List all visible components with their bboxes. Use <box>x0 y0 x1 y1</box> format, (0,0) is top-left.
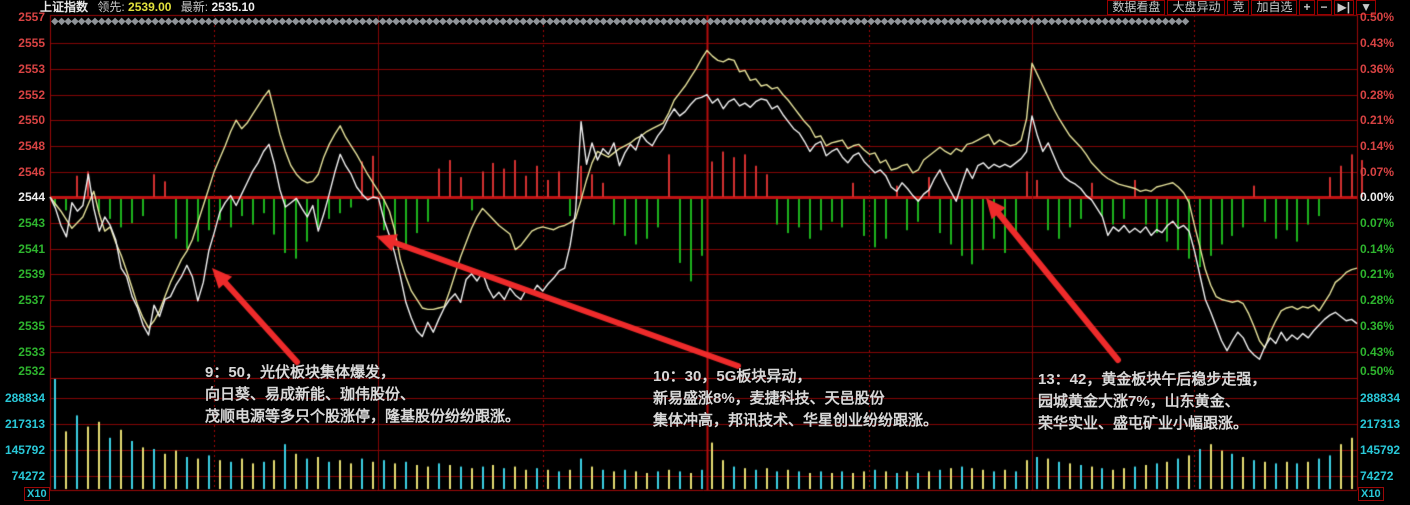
price-tick: 2533 <box>18 345 45 359</box>
percent-tick: 0.00% <box>1360 190 1395 204</box>
price-tick: 2541 <box>18 242 45 256</box>
price-tick: 2539 <box>18 267 45 281</box>
market-move-button[interactable]: 大盘异动 <box>1167 0 1226 15</box>
price-tick: 2544 <box>18 190 45 204</box>
volume-tick: 217313 <box>1360 417 1401 431</box>
volume-tick: 217313 <box>4 417 45 431</box>
price-tick: 2553 <box>18 62 45 76</box>
percent-tick: 0.21% <box>1360 267 1395 281</box>
header-bar: 上证指数 领先: 2539.00 最新: 2535.10 数据看盘 大盘异动竞加自… <box>0 0 1410 15</box>
volume-tick: 288834 <box>4 391 45 405</box>
percent-tick: 0.43% <box>1360 36 1395 50</box>
bid-button[interactable]: 竞 <box>1227 0 1250 15</box>
price-tick: 2548 <box>18 139 45 153</box>
percent-tick: 0.14% <box>1360 139 1395 153</box>
annotation-line: 10：30，5G板块异动， <box>653 368 812 385</box>
percent-tick: 0.14% <box>1360 242 1395 256</box>
percent-tick: 0.36% <box>1360 62 1395 76</box>
price-tick: 2535 <box>18 319 45 333</box>
annotation-line: 9：50，光伏板块集体爆发， <box>205 364 396 381</box>
percent-tick: 0.28% <box>1360 293 1395 307</box>
latest-value: 2535.10 <box>211 0 255 14</box>
next-button[interactable]: ▶| <box>1333 0 1355 15</box>
percent-tick: 0.50% <box>1360 10 1395 24</box>
price-tick: 2543 <box>18 216 45 230</box>
percent-tick: 0.07% <box>1360 216 1395 230</box>
price-tick: 2552 <box>18 88 45 102</box>
annotation-line: 园城黄金大涨7%，山东黄金、 <box>1038 393 1240 410</box>
volume-tick: 74272 <box>11 469 45 483</box>
price-tick: 2555 <box>18 36 45 50</box>
toolbar: 数据看盘 大盘异动竞加自选 + − ▶| ▼ <box>1107 0 1376 15</box>
volume-multiplier-right: X10 <box>1358 487 1384 501</box>
price-tick: 2537 <box>18 293 45 307</box>
price-tick: 2546 <box>18 165 45 179</box>
data-watch-button[interactable]: 数据看盘 <box>1107 0 1166 15</box>
left-price-axis: 2557 2555 2553 2552 2550 2548 2546 2544 2543 2541… <box>0 0 47 505</box>
right-percent-axis: 0.50% 0.43% 0.36% 0.28% 0.21% 0.14% 0.07% 0.00%… <box>1360 0 1410 505</box>
chart-scrollbar[interactable]: ◆◆◆◆◆◆◆◆◆◆◆◆◆◆◆◆◆◆◆◆◆◆◆◆◆◆◆◆◆◆◆◆◆◆◆◆◆◆◆◆… <box>51 16 1189 27</box>
annotation-1342-gold: 13：42，黄金板块午后稳步走强， 园城黄金大涨7%，山东黄金、 荣华实业、盛屯… <box>1038 369 1266 435</box>
leading-value: 2539.00 <box>128 0 172 14</box>
percent-tick: 0.21% <box>1360 113 1395 127</box>
annotation-line: 向日葵、易成新能、珈伟股份、 <box>205 386 416 403</box>
volume-tick: 288834 <box>1360 391 1401 405</box>
annotation-line: 茂顺电源等多只个股涨停，隆基股份纷纷跟涨。 <box>205 408 521 425</box>
price-tick: 2532 <box>18 364 45 378</box>
price-tick: 2557 <box>18 10 45 24</box>
annotation-line: 荣华实业、盛屯矿业小幅跟涨。 <box>1038 415 1249 432</box>
percent-tick: 0.50% <box>1360 364 1395 378</box>
volume-multiplier-left: X10 <box>24 487 50 501</box>
zoom-in-button[interactable]: + <box>1299 0 1315 15</box>
dropdown-button[interactable]: ▼ <box>1356 0 1376 15</box>
add-favorite-button[interactable]: 加自选 <box>1251 0 1298 15</box>
price-tick: 2550 <box>18 113 45 127</box>
annotation-1030-5g: 10：30，5G板块异动， 新易盛涨8%，麦捷科技、天邑股份 集体冲高，邦讯技术… <box>653 366 938 432</box>
percent-tick: 0.07% <box>1360 165 1395 179</box>
index-quote-summary: 上证指数 领先: 2539.00 最新: 2535.10 <box>40 0 255 14</box>
annotation-line: 13：42，黄金板块午后稳步走强， <box>1038 371 1267 388</box>
percent-tick: 0.43% <box>1360 345 1395 359</box>
annotation-line: 集体冲高，邦讯技术、华星创业纷纷跟涨。 <box>653 412 939 429</box>
index-name: 上证指数 <box>40 0 89 14</box>
zoom-out-button[interactable]: − <box>1316 0 1332 15</box>
latest-label: 最新: <box>180 0 209 14</box>
annotation-line: 新易盛涨8%，麦捷科技、天邑股份 <box>653 390 885 407</box>
volume-tick: 145792 <box>4 443 45 457</box>
percent-tick: 0.28% <box>1360 88 1395 102</box>
leading-label: 领先: <box>97 0 125 14</box>
percent-tick: 0.36% <box>1360 319 1395 333</box>
volume-tick: 145792 <box>1360 443 1401 457</box>
volume-tick: 74272 <box>1360 469 1394 483</box>
annotation-0950-solar: 9：50，光伏板块集体爆发， 向日葵、易成新能、珈伟股份、 茂顺电源等多只个股涨… <box>205 362 520 428</box>
